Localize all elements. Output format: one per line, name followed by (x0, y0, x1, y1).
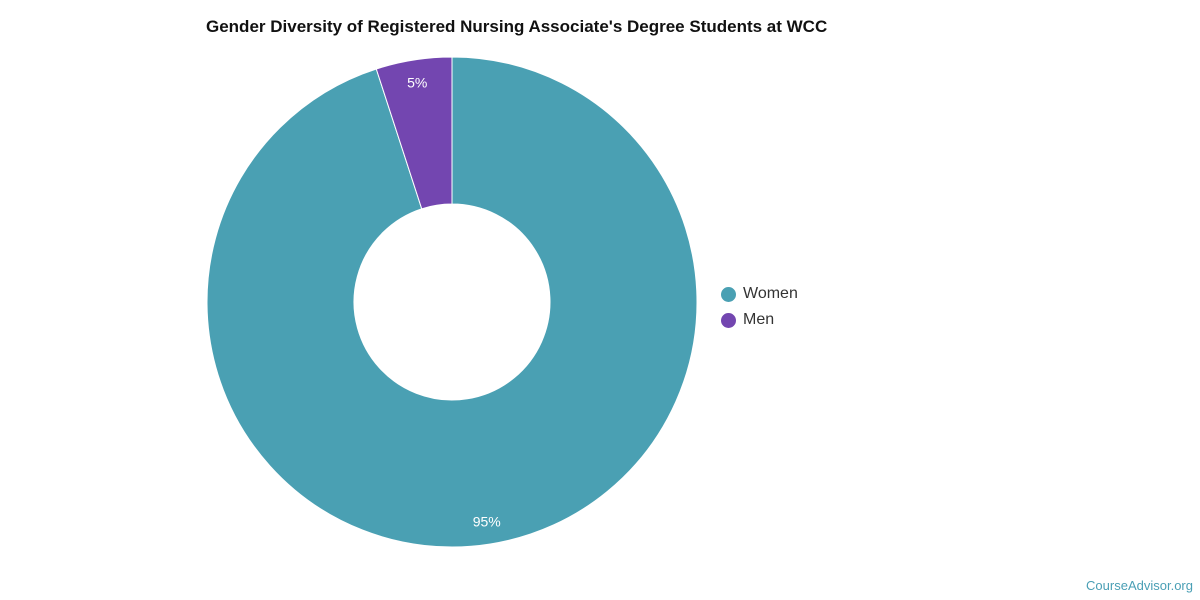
legend: Women Men (721, 281, 798, 333)
chart-title: Gender Diversity of Registered Nursing A… (206, 17, 828, 36)
slice-label-men: 5% (407, 75, 427, 91)
legend-label: Men (743, 311, 775, 328)
slice-women[interactable] (206, 56, 698, 548)
legend-item-men[interactable]: Men (721, 307, 798, 333)
slice-men[interactable] (375, 56, 453, 210)
legend-item-women[interactable]: Women (721, 281, 798, 307)
source-link[interactable]: CourseAdvisor.org (1086, 578, 1193, 593)
legend-swatch-men (721, 312, 736, 328)
legend-swatch-women (721, 286, 736, 302)
slice-label-women: 95% (473, 513, 501, 529)
legend-label: Women (743, 285, 798, 302)
